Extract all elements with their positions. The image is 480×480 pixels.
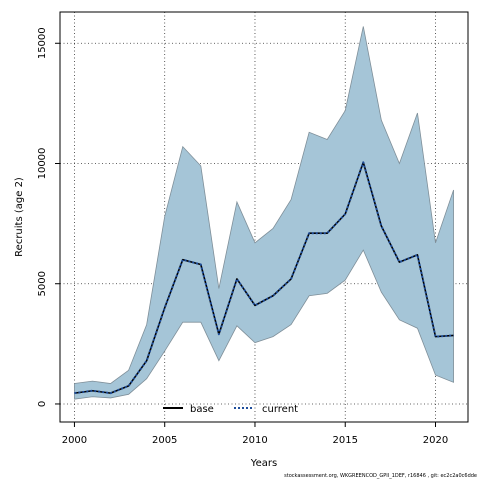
series-line-current [74, 161, 454, 395]
legend: base current [163, 404, 298, 415]
y-tick-label-10000: 10000 [37, 148, 48, 180]
x-tick-label-2000: 2000 [62, 435, 87, 446]
footer-provenance-text: stockassessment.org, WKGREENCOD_GPII_1DE… [284, 473, 477, 479]
y-tick-label-15000: 15000 [37, 27, 48, 59]
legend-label-current: current [262, 404, 298, 415]
legend-label-base: base [190, 404, 214, 415]
y-axis-ticks: 0 5000 10000 15000 [37, 27, 60, 407]
confidence-band [74, 26, 454, 400]
x-axis-ticks: 2000 2005 2010 2015 2020 [62, 422, 448, 446]
y-tick-label-0: 0 [37, 401, 48, 407]
x-tick-label-2005: 2005 [152, 435, 177, 446]
confidence-band-group [74, 26, 454, 400]
y-tick-label-5000: 5000 [37, 271, 48, 296]
y-axis-title: Recruits (age 2) [14, 177, 25, 257]
x-axis-title: Years [250, 458, 277, 469]
x-tick-label-2010: 2010 [242, 435, 267, 446]
x-tick-label-2020: 2020 [423, 435, 448, 446]
plot-frame [59, 11, 469, 423]
series-lines [74, 161, 454, 395]
x-tick-label-2015: 2015 [333, 435, 358, 446]
